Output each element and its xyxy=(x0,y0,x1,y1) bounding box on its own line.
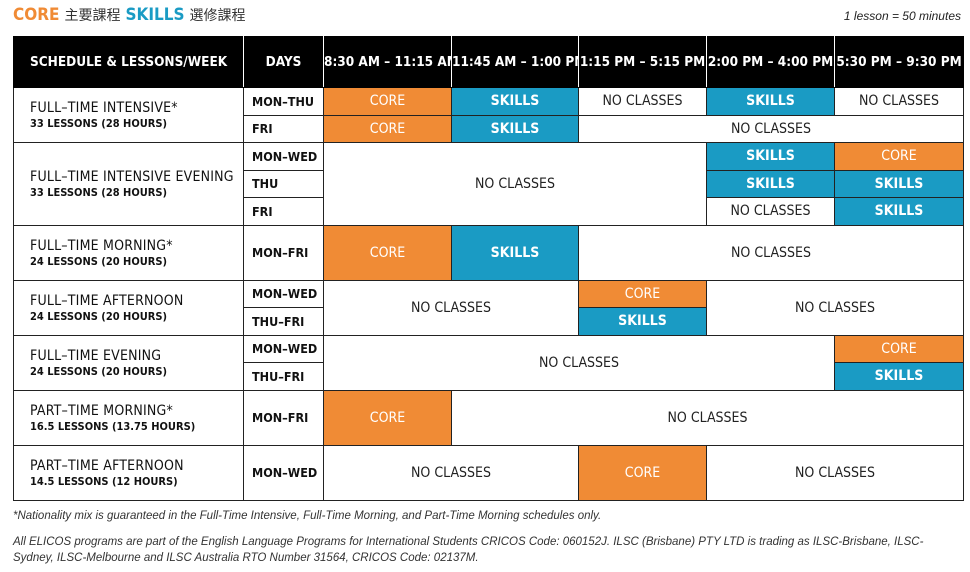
day-cell: MON–FRI xyxy=(243,224,324,281)
day-cell: FRI xyxy=(243,114,324,143)
core-cell: CORE xyxy=(834,142,964,171)
core-cell: CORE xyxy=(834,334,964,363)
schedule-table: SCHEDULE & LESSONS/WEEK DAYS 8:30 AM – 1… xyxy=(13,36,964,501)
program-full-time-intensive-evening: FULL–TIME INTENSIVE EVENING 33 LESSONS (… xyxy=(13,142,244,226)
program-name: FULL–TIME MORNING* xyxy=(30,237,173,254)
skills-cell: SKILLS xyxy=(834,169,964,198)
no-classes-cell: NO CLASSES xyxy=(323,444,579,501)
day-cell: THU–FRI xyxy=(243,362,324,391)
day-cell: MON–THU xyxy=(243,87,324,116)
no-classes-cell: NO CLASSES xyxy=(706,197,835,226)
no-classes-cell: NO CLASSES xyxy=(578,224,964,281)
program-name: FULL–TIME INTENSIVE* xyxy=(30,100,178,116)
skills-cell: SKILLS xyxy=(834,362,964,391)
program-lessons: 24 LESSONS (20 HOURS) xyxy=(30,364,168,378)
table-row: FULL–TIME AFTERNOON 24 LESSONS (20 HOURS… xyxy=(13,279,964,336)
table-row: FULL–TIME EVENING 24 LESSONS (20 HOURS) … xyxy=(13,334,964,391)
program-full-time-intensive: FULL–TIME INTENSIVE* 33 LESSONS (28 HOUR… xyxy=(13,87,244,143)
program-lessons: 33 LESSONS (28 HOURS) xyxy=(30,117,168,130)
skills-cell: SKILLS xyxy=(578,307,707,336)
col-header-slot-1: 8:30 AM – 11:15 AM xyxy=(323,36,452,88)
table-row: FRI NO CLASSES SKILLS xyxy=(14,197,964,226)
program-full-time-morning: FULL–TIME MORNING* 24 LESSONS (20 HOURS) xyxy=(13,224,244,281)
table-row: FULL–TIME MORNING* 24 LESSONS (20 HOURS)… xyxy=(13,224,964,281)
table-row: FULL–TIME INTENSIVE EVENING 33 LESSONS (… xyxy=(13,142,964,226)
program-name: PART–TIME MORNING* xyxy=(30,402,173,419)
table-row: PART–TIME AFTERNOON 14.5 LESSONS (12 HOU… xyxy=(13,444,964,501)
legend-core-zh: 主要課程 xyxy=(64,8,121,24)
day-cell: MON–WED xyxy=(243,334,324,363)
program-name: FULL–TIME EVENING xyxy=(30,347,162,364)
skills-cell: SKILLS xyxy=(834,197,964,226)
core-cell: CORE xyxy=(578,444,707,501)
skills-cell: SKILLS xyxy=(451,87,579,116)
program-lessons: 24 LESSONS (20 HOURS) xyxy=(30,309,168,323)
legal-notice: All ELICOS programs are part of the Engl… xyxy=(13,536,924,564)
col-header-days: DAYS xyxy=(243,36,324,88)
table-row: THU SKILLS SKILLS xyxy=(14,169,964,198)
table-row: THU–FRI SKILLS xyxy=(14,362,964,391)
legend-title: CORE 主要課程 SKILLS 選修課程 xyxy=(13,5,246,27)
core-cell: CORE xyxy=(323,224,452,281)
core-cell: CORE xyxy=(323,389,452,446)
skills-cell: SKILLS xyxy=(706,87,835,116)
program-lessons: 16.5 LESSONS (13.75 HOURS) xyxy=(30,419,196,433)
no-classes-cell: NO CLASSES xyxy=(834,87,964,116)
no-classes-cell: NO CLASSES xyxy=(323,142,707,226)
day-cell: MON–FRI xyxy=(243,389,324,446)
col-header-slot-5: 5:30 PM – 9:30 PM xyxy=(834,36,964,88)
no-classes-cell: NO CLASSES xyxy=(578,114,964,143)
program-full-time-afternoon: FULL–TIME AFTERNOON 24 LESSONS (20 HOURS… xyxy=(13,279,244,336)
table-row: PART–TIME MORNING* 16.5 LESSONS (13.75 H… xyxy=(13,389,964,446)
legend-skills-zh: 選修課程 xyxy=(189,8,246,24)
legend-skills: SKILLS xyxy=(125,5,185,25)
program-lessons: 14.5 LESSONS (12 HOURS) xyxy=(30,474,178,488)
program-lessons: 33 LESSONS (28 HOURS) xyxy=(30,185,168,199)
program-part-time-morning: PART–TIME MORNING* 16.5 LESSONS (13.75 H… xyxy=(13,389,244,446)
core-cell: CORE xyxy=(323,87,452,116)
nationality-footnote: *Nationality mix is guaranteed in the Fu… xyxy=(13,510,602,522)
day-cell: THU–FRI xyxy=(243,307,324,336)
lesson-duration-note: 1 lesson = 50 minutes xyxy=(843,9,961,23)
table-header-row: SCHEDULE & LESSONS/WEEK DAYS 8:30 AM – 1… xyxy=(13,36,964,88)
col-header-slot-3: 1:15 PM – 5:15 PM xyxy=(578,36,707,88)
program-name: PART–TIME AFTERNOON xyxy=(30,457,184,474)
skills-cell: SKILLS xyxy=(451,224,579,281)
no-classes-cell: NO CLASSES xyxy=(323,334,835,391)
program-name: FULL–TIME AFTERNOON xyxy=(30,292,184,309)
no-classes-cell: NO CLASSES xyxy=(706,444,964,501)
program-part-time-afternoon: PART–TIME AFTERNOON 14.5 LESSONS (12 HOU… xyxy=(13,444,244,501)
no-classes-cell: NO CLASSES xyxy=(323,279,579,336)
day-cell: MON–WED xyxy=(243,142,324,171)
table-row: THU–FRI SKILLS xyxy=(14,307,964,336)
no-classes-cell: NO CLASSES xyxy=(451,389,964,446)
no-classes-cell: NO CLASSES xyxy=(706,279,964,336)
col-header-slot-4: 2:00 PM – 4:00 PM xyxy=(706,36,835,88)
skills-cell: SKILLS xyxy=(451,114,579,143)
legend-core: CORE xyxy=(13,5,60,25)
core-cell: CORE xyxy=(578,279,707,308)
day-cell: FRI xyxy=(243,197,324,226)
program-lessons: 24 LESSONS (20 HOURS) xyxy=(30,254,168,268)
day-cell: THU xyxy=(243,169,324,198)
program-full-time-evening: FULL–TIME EVENING 24 LESSONS (20 HOURS) xyxy=(13,334,244,391)
skills-cell: SKILLS xyxy=(706,169,835,198)
table-row: FRI CORE SKILLS NO CLASSES xyxy=(14,114,964,143)
core-cell: CORE xyxy=(323,114,452,143)
day-cell: MON–WED xyxy=(243,279,324,308)
skills-cell: SKILLS xyxy=(706,142,835,171)
col-header-schedule: SCHEDULE & LESSONS/WEEK xyxy=(13,36,244,88)
col-header-slot-2: 11:45 AM – 1:00 PM xyxy=(451,36,579,88)
day-cell: MON–WED xyxy=(243,444,324,501)
no-classes-cell: NO CLASSES xyxy=(578,87,707,116)
table-row: FULL–TIME INTENSIVE* 33 LESSONS (28 HOUR… xyxy=(13,87,964,143)
program-name: FULL–TIME INTENSIVE EVENING xyxy=(30,168,234,185)
